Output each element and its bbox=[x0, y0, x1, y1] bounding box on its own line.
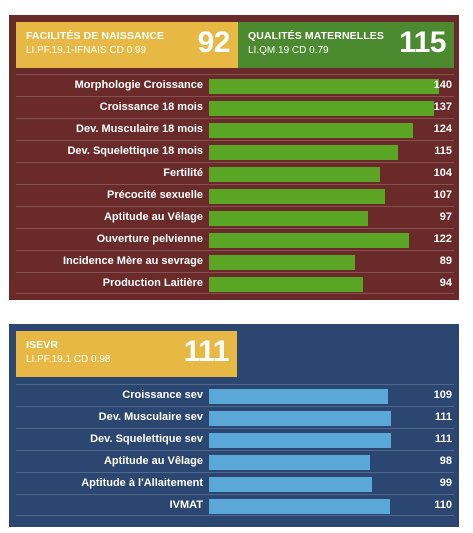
bar-track bbox=[209, 433, 439, 448]
value-bar bbox=[209, 189, 385, 204]
table-row: Croissance 18 mois 137 bbox=[16, 96, 454, 118]
isevr-subtitle: LI.PF.19.1 CD 0.98 bbox=[26, 354, 111, 365]
calving-ease-title: FACILITÉS DE NAISSANCE bbox=[26, 30, 165, 42]
table-row: Fertilité 104 bbox=[16, 162, 454, 184]
bar-track bbox=[209, 389, 439, 404]
value-bar bbox=[209, 211, 368, 226]
row-label: Aptitude au Vêlage bbox=[103, 211, 203, 223]
maternal-index-panel: FACILITÉS DE NAISSANCE LI.PF.19.1-IFNAIS… bbox=[9, 15, 459, 300]
row-label: Dev. Musculaire 18 mois bbox=[76, 123, 203, 135]
row-value: 110 bbox=[434, 499, 452, 511]
bar-track bbox=[209, 499, 439, 514]
value-bar bbox=[209, 233, 409, 248]
isevr-value: 111 bbox=[183, 335, 230, 368]
table-row: Croissance sev 109 bbox=[16, 384, 454, 406]
bar-track bbox=[209, 101, 439, 116]
value-bar bbox=[209, 145, 398, 160]
row-label: Précocité sexuelle bbox=[106, 189, 203, 201]
value-bar bbox=[209, 277, 363, 292]
row-label: Morphologie Croissance bbox=[74, 79, 203, 91]
isevr-panel: ISEVR LI.PF.19.1 CD 0.98 111 Croissance … bbox=[9, 324, 459, 527]
row-value: 94 bbox=[439, 277, 452, 289]
row-value: 109 bbox=[433, 389, 452, 401]
value-bar bbox=[209, 499, 390, 514]
value-bar bbox=[209, 167, 380, 182]
row-label: Dev. Musculaire sev bbox=[98, 411, 203, 423]
value-bar bbox=[209, 123, 413, 138]
bar-track bbox=[209, 211, 439, 226]
bar-track bbox=[209, 455, 439, 470]
row-label: Croissance 18 mois bbox=[99, 101, 203, 113]
bar-track bbox=[209, 123, 439, 138]
table-row: Incidence Mère au sevrage 89 bbox=[16, 250, 454, 272]
row-value: 104 bbox=[433, 167, 452, 179]
row-label: Dev. Squelettique 18 mois bbox=[67, 145, 203, 157]
table-row: Dev. Squelettique sev 111 bbox=[16, 428, 454, 450]
row-label: Dev. Squelettique sev bbox=[90, 433, 203, 445]
table-row: IVMAT 110 bbox=[16, 494, 454, 516]
row-value: 115 bbox=[434, 145, 452, 157]
row-value: 124 bbox=[433, 123, 452, 135]
row-value: 99 bbox=[439, 477, 452, 489]
value-bar bbox=[209, 79, 439, 94]
table-row: Morphologie Croissance 140 bbox=[16, 74, 454, 96]
table-row: Aptitude au Vêlage 97 bbox=[16, 206, 454, 228]
isevr-title: ISEVR bbox=[26, 339, 59, 351]
calving-ease-subtitle: LI.PF.19.1-IFNAIS CD 0.99 bbox=[26, 45, 147, 56]
maternal-qualities-value: 115 bbox=[399, 26, 446, 59]
calving-ease-header: FACILITÉS DE NAISSANCE LI.PF.19.1-IFNAIS… bbox=[16, 22, 238, 68]
isevr-rows: Croissance sev 109 Dev. Musculaire sev 111 D… bbox=[16, 384, 454, 516]
row-value: 98 bbox=[439, 455, 452, 467]
bar-track bbox=[209, 145, 439, 160]
row-label: IVMAT bbox=[169, 499, 203, 511]
row-value: 140 bbox=[433, 79, 452, 91]
row-value: 122 bbox=[433, 233, 452, 245]
value-bar bbox=[209, 411, 391, 426]
row-value: 97 bbox=[439, 211, 452, 223]
row-value: 111 bbox=[434, 433, 452, 445]
row-label: Incidence Mère au sevrage bbox=[62, 255, 203, 267]
maternal-index-rows: Morphologie Croissance 140 Croissance 18 m… bbox=[16, 74, 454, 294]
bar-track bbox=[209, 411, 439, 426]
table-row: Précocité sexuelle 107 bbox=[16, 184, 454, 206]
maternal-qualities-title: QUALITÉS MATERNELLES bbox=[248, 30, 384, 42]
value-bar bbox=[209, 101, 434, 116]
row-label: Fertilité bbox=[163, 167, 203, 179]
value-bar bbox=[209, 477, 372, 492]
value-bar bbox=[209, 255, 355, 270]
bar-track bbox=[209, 277, 439, 292]
row-value: 107 bbox=[433, 189, 452, 201]
bar-track bbox=[209, 233, 439, 248]
bar-track bbox=[209, 79, 439, 94]
maternal-qualities-header: QUALITÉS MATERNELLES LI.QM.19 CD 0.79 11… bbox=[238, 22, 454, 68]
row-value: 137 bbox=[433, 101, 452, 113]
maternal-qualities-subtitle: LI.QM.19 CD 0.79 bbox=[248, 45, 329, 56]
table-row: Dev. Squelettique 18 mois 115 bbox=[16, 140, 454, 162]
row-label: Production Laitière bbox=[102, 277, 203, 289]
row-label: Croissance sev bbox=[122, 389, 203, 401]
row-label: Aptitude à l'Allaitement bbox=[81, 477, 203, 489]
row-value: 111 bbox=[434, 411, 452, 423]
isevr-header: ISEVR LI.PF.19.1 CD 0.98 111 bbox=[16, 331, 237, 377]
table-row: Ouverture pelvienne 122 bbox=[16, 228, 454, 250]
bar-track bbox=[209, 477, 439, 492]
bar-track bbox=[209, 189, 439, 204]
bar-track bbox=[209, 255, 439, 270]
table-row: Dev. Musculaire 18 mois 124 bbox=[16, 118, 454, 140]
row-label: Aptitude au Vêlage bbox=[103, 455, 203, 467]
row-label: Ouverture pelvienne bbox=[96, 233, 203, 245]
table-row: Aptitude au Vêlage 98 bbox=[16, 450, 454, 472]
calving-ease-value: 92 bbox=[197, 26, 231, 59]
bar-track bbox=[209, 167, 439, 182]
table-row: Production Laitière 94 bbox=[16, 272, 454, 294]
table-row: Dev. Musculaire sev 111 bbox=[16, 406, 454, 428]
value-bar bbox=[209, 455, 370, 470]
value-bar bbox=[209, 389, 388, 404]
value-bar bbox=[209, 433, 391, 448]
row-value: 89 bbox=[439, 255, 452, 267]
table-row: Aptitude à l'Allaitement 99 bbox=[16, 472, 454, 494]
